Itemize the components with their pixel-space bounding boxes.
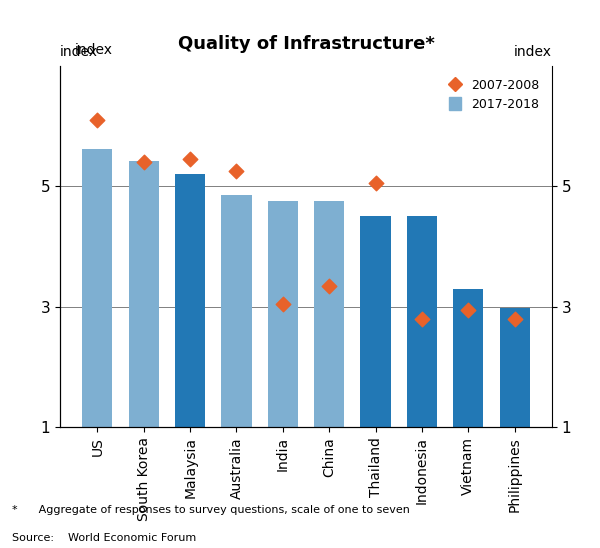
Text: index: index (514, 44, 552, 59)
Point (371, 179, 380, 188)
Bar (407, 216, 437, 427)
Text: index: index (60, 44, 98, 59)
Bar (361, 216, 391, 427)
Point (92, 116, 102, 124)
Bar (314, 202, 344, 427)
Point (185, 155, 195, 164)
Bar (500, 308, 530, 427)
Text: index: index (74, 43, 112, 57)
Point (232, 167, 241, 175)
Legend: 2007-2008, 2017-2018: 2007-2008, 2017-2018 (443, 72, 546, 117)
Point (139, 158, 149, 167)
Point (278, 300, 287, 309)
Point (417, 315, 427, 323)
Point (510, 315, 520, 323)
Title: Quality of Infrastructure*: Quality of Infrastructure* (178, 35, 434, 53)
Bar (129, 161, 159, 427)
Text: Source:    World Economic Forum: Source: World Economic Forum (12, 533, 196, 543)
Bar (82, 149, 112, 427)
Bar (268, 202, 298, 427)
Bar (221, 196, 251, 427)
Bar (175, 174, 205, 427)
Point (463, 306, 473, 315)
Bar (453, 289, 483, 427)
Point (325, 282, 334, 290)
Text: *      Aggregate of responses to survey questions, scale of one to seven: * Aggregate of responses to survey quest… (12, 505, 410, 515)
